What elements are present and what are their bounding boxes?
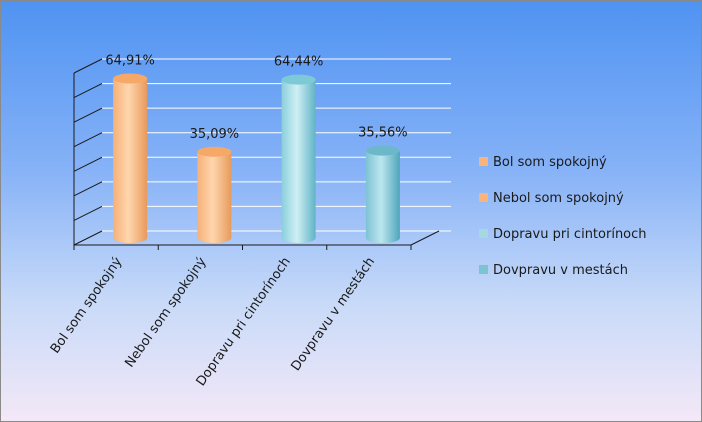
axis-wall-line: [73, 230, 103, 246]
bar-top: [197, 146, 232, 157]
data-label: 64,91%: [105, 54, 155, 69]
axis-wall-line: [73, 156, 103, 172]
legend-swatch: [479, 193, 488, 202]
legend: Bol som spokojný Nebol som spokojný Dopr…: [479, 145, 694, 289]
data-label: 35,09%: [190, 127, 240, 142]
legend-item: Dovpravu v mestách: [479, 253, 694, 289]
x-tick-label: Dopravu pri cintorínoch: [194, 255, 294, 389]
axis-wall-line: [73, 58, 103, 74]
bar-top: [113, 73, 148, 84]
legend-item: Bol som spokojný: [479, 145, 694, 181]
bar: [113, 78, 148, 243]
legend-item: Nebol som spokojný: [479, 181, 694, 217]
axis-wall-line: [73, 107, 103, 123]
axis-wall-line: [73, 132, 103, 148]
legend-item: Dopravu pri cintorínoch: [479, 217, 694, 253]
x-tick-label: Nebol som spokojný: [122, 254, 209, 370]
bar-top: [365, 145, 400, 156]
axis-wall-line: [73, 83, 103, 99]
axis-wall-line: [73, 205, 103, 221]
x-tick-label: Dovpravu v mestách: [288, 255, 378, 374]
legend-label: Dovpravu v mestách: [493, 263, 628, 278]
axis-wall-line: [73, 181, 103, 197]
bar-top: [281, 74, 316, 85]
data-label: 64,44%: [274, 55, 324, 70]
data-label: 35,56%: [358, 126, 408, 141]
legend-label: Nebol som spokojný: [493, 191, 624, 206]
legend-swatch: [479, 157, 488, 166]
bar: [281, 79, 316, 243]
legend-label: Dopravu pri cintorínoch: [493, 227, 647, 242]
x-tick-label: Bol som spokojný: [48, 254, 126, 356]
legend-label: Bol som spokojný: [493, 155, 607, 170]
legend-swatch: [479, 229, 488, 238]
bar: [197, 151, 232, 243]
bar: [365, 150, 400, 243]
legend-swatch: [479, 265, 488, 274]
floor-edge: [410, 230, 440, 246]
